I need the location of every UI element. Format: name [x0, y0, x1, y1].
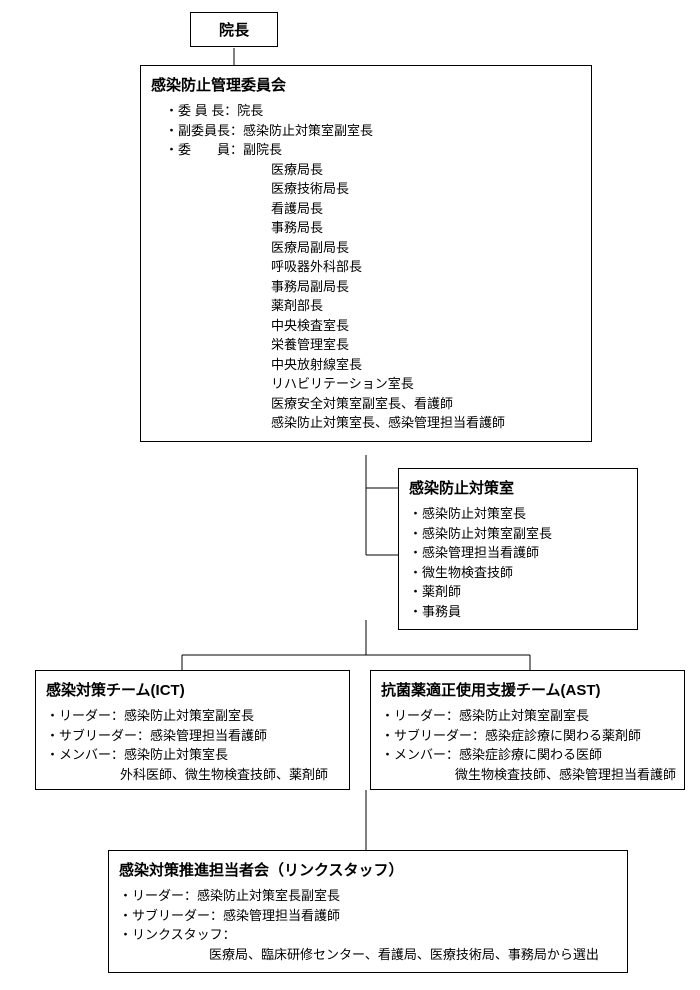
committee-member: 薬剤部長	[151, 296, 581, 316]
committee-chair: ・委 員 長：院長	[151, 101, 581, 121]
committee-member: 栄養管理室長	[151, 335, 581, 355]
link-title: 感染対策推進担当者会（リンクスタッフ）	[119, 859, 617, 880]
ict-title: 感染対策チーム(ICT)	[46, 679, 339, 700]
office-item: ・薬剤師	[409, 582, 627, 602]
committee-member: リハビリテーション室長	[151, 374, 581, 394]
committee-title: 感染防止管理委員会	[151, 74, 581, 95]
office-box: 感染防止対策室 ・感染防止対策室長・感染防止対策室副室長・感染管理担当看護師・微…	[398, 468, 638, 630]
office-item: ・感染管理担当看護師	[409, 543, 627, 563]
link-subleader: ・サブリーダー：感染管理担当看護師	[119, 906, 617, 926]
ict-member-extra: 外科医師、微生物検査技師、薬剤師	[46, 765, 339, 785]
office-item: ・感染防止対策室長	[409, 504, 627, 524]
office-items-list: ・感染防止対策室長・感染防止対策室副室長・感染管理担当看護師・微生物検査技師・薬…	[409, 504, 627, 621]
ast-member-extra: 微生物検査技師、感染管理担当看護師	[381, 765, 674, 785]
ast-title: 抗菌薬適正使用支援チーム(AST)	[381, 679, 674, 700]
office-title: 感染防止対策室	[409, 477, 627, 498]
committee-member: 医療局副局長	[151, 238, 581, 258]
ast-box: 抗菌薬適正使用支援チーム(AST) ・リーダー：感染防止対策室副室長 ・サブリー…	[370, 670, 685, 790]
committee-member: 事務局長	[151, 218, 581, 238]
committee-member: 看護局長	[151, 199, 581, 219]
director-box: 院長	[190, 12, 278, 47]
committee-member: 医療技術局長	[151, 179, 581, 199]
ict-box: 感染対策チーム(ICT) ・リーダー：感染防止対策室副室長 ・サブリーダー：感染…	[35, 670, 350, 790]
link-box: 感染対策推進担当者会（リンクスタッフ） ・リーダー：感染防止対策室長副室長 ・サ…	[108, 850, 628, 973]
committee-vice: ・副委員長：感染防止対策室副室長	[151, 121, 581, 141]
committee-members-list: 医療局長医療技術局長看護局長事務局長医療局副局長呼吸器外科部長事務局副局長薬剤部…	[151, 160, 581, 433]
committee-member: 感染防止対策室長、感染管理担当看護師	[151, 413, 581, 433]
link-staff-label: ・リンクスタッフ：	[119, 925, 617, 945]
committee-member: 事務局副局長	[151, 277, 581, 297]
link-leader: ・リーダー：感染防止対策室長副室長	[119, 886, 617, 906]
committee-member-first: ・委 員：副院長	[151, 140, 581, 160]
link-staff-value: 医療局、臨床研修センター、看護局、医療技術局、事務局から選出	[119, 945, 617, 965]
committee-member: 医療局長	[151, 160, 581, 180]
ast-subleader: ・サブリーダー：感染症診療に関わる薬剤師	[381, 726, 674, 746]
committee-member: 医療安全対策室副室長、看護師	[151, 394, 581, 414]
ict-leader: ・リーダー：感染防止対策室副室長	[46, 706, 339, 726]
committee-member: 呼吸器外科部長	[151, 257, 581, 277]
office-item: ・事務員	[409, 602, 627, 622]
director-title: 院長	[219, 22, 249, 39]
ast-member: ・メンバー：感染症診療に関わる医師	[381, 745, 674, 765]
ict-subleader: ・サブリーダー：感染管理担当看護師	[46, 726, 339, 746]
committee-member: 中央検査室長	[151, 316, 581, 336]
office-item: ・感染防止対策室副室長	[409, 524, 627, 544]
ast-leader: ・リーダー：感染防止対策室副室長	[381, 706, 674, 726]
office-item: ・微生物検査技師	[409, 563, 627, 583]
committee-box: 感染防止管理委員会 ・委 員 長：院長 ・副委員長：感染防止対策室副室長 ・委 …	[140, 65, 592, 442]
committee-member: 中央放射線室長	[151, 355, 581, 375]
ict-member: ・メンバー：感染防止対策室長	[46, 745, 339, 765]
